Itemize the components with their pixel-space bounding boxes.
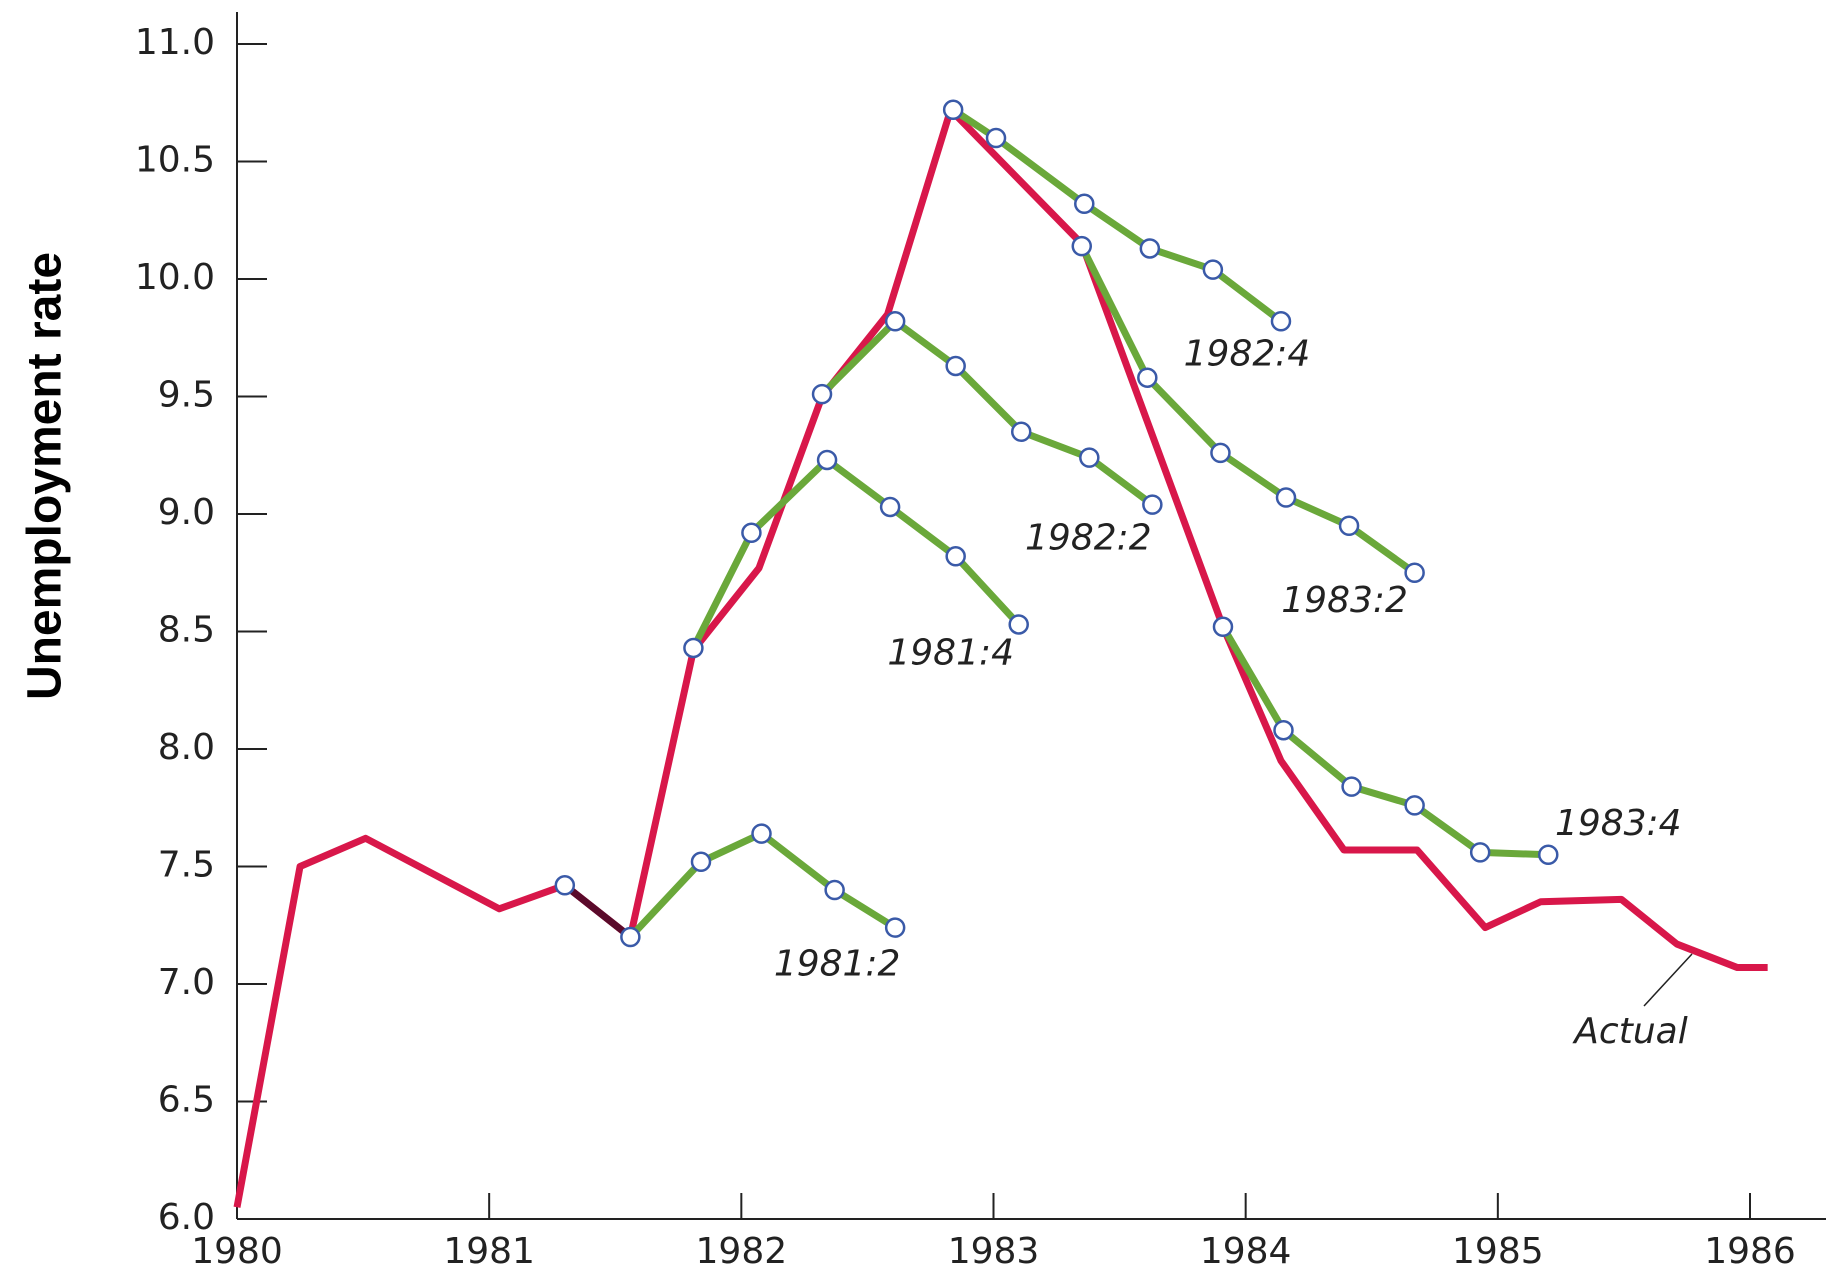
- marker: [1538, 844, 1559, 865]
- series-line: [690, 456, 1022, 650]
- series-line: [627, 830, 898, 940]
- x-tick-label: 1981: [443, 1231, 535, 1272]
- series-line: [1078, 244, 1417, 576]
- x-tick-label: 1980: [191, 1231, 283, 1272]
- marker: [690, 851, 712, 873]
- y-tick-label: 9.0: [158, 492, 215, 533]
- marker: [1071, 235, 1093, 257]
- series-label: 1983:2: [1281, 580, 1408, 621]
- marker: [1008, 614, 1029, 635]
- marker: [1212, 616, 1234, 638]
- y-tick-label: 8.5: [158, 610, 215, 651]
- x-tick-label: 1982: [696, 1231, 788, 1272]
- marker: [945, 355, 966, 377]
- marker: [1273, 719, 1294, 741]
- x-tick-label: 1984: [1200, 1231, 1292, 1272]
- leader-line: [1643, 953, 1693, 1007]
- x-tick-label: 1983: [948, 1231, 1040, 1272]
- marker: [1275, 487, 1297, 508]
- marker: [824, 879, 845, 901]
- marker: [1142, 494, 1163, 515]
- series-line: [233, 106, 1768, 1208]
- marker: [1137, 367, 1158, 388]
- marker: [1079, 447, 1100, 468]
- marker: [1341, 776, 1362, 797]
- marker: [683, 637, 704, 659]
- marker: [1210, 442, 1231, 464]
- y-tick-label: 6.0: [158, 1197, 215, 1238]
- y-tick-label: 6.5: [158, 1080, 215, 1121]
- marker: [751, 823, 772, 844]
- marker: [879, 496, 901, 518]
- y-tick-label: 7.5: [158, 845, 215, 886]
- x-tick-label: 1986: [1704, 1231, 1796, 1272]
- x-tick-label: 1985: [1452, 1231, 1544, 1272]
- marker: [1139, 238, 1161, 259]
- marker: [811, 383, 833, 405]
- marker: [816, 449, 838, 471]
- marker: [942, 99, 964, 121]
- marker: [1338, 515, 1360, 536]
- series-label: 1981:2: [774, 944, 901, 985]
- marker: [554, 875, 576, 896]
- y-tick-label: 11.0: [135, 22, 215, 63]
- marker: [741, 522, 762, 544]
- marker: [884, 311, 906, 332]
- y-tick-label: 8.0: [158, 727, 215, 768]
- marker: [1404, 795, 1425, 816]
- series-line: [1219, 625, 1549, 859]
- series-label: Actual: [1572, 1011, 1687, 1052]
- marker: [985, 127, 1007, 149]
- marker: [945, 546, 966, 567]
- lead-segment: [562, 882, 633, 940]
- marker: [1270, 311, 1292, 332]
- marker: [1010, 421, 1032, 442]
- y-tick-label: 10.5: [135, 140, 215, 181]
- series-label: 1982:4: [1184, 333, 1311, 374]
- marker: [1074, 193, 1095, 215]
- series-label: 1982:2: [1025, 518, 1152, 559]
- y-tick-label: 7.0: [158, 962, 215, 1003]
- series-line: [819, 317, 1155, 508]
- marker: [1469, 842, 1491, 863]
- marker: [620, 926, 641, 948]
- marker: [1404, 562, 1425, 583]
- y-tick-label: 9.5: [158, 375, 215, 416]
- y-axis-label: Unemployment rate: [19, 252, 72, 700]
- y-tick-label: 10.0: [135, 257, 215, 298]
- marker: [884, 917, 906, 938]
- series-label: 1983:4: [1555, 803, 1682, 844]
- marker: [1202, 259, 1224, 280]
- series-label: 1981:4: [887, 632, 1014, 673]
